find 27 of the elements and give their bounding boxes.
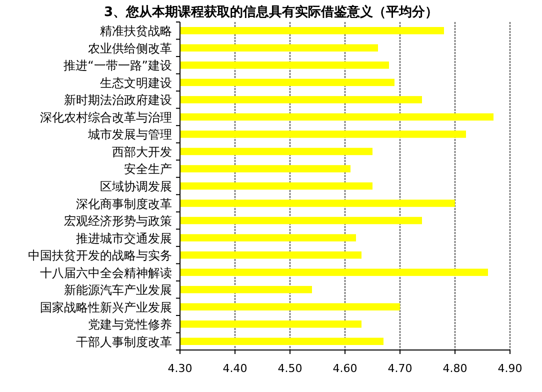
y-tick-label: 新时期法治政府建设 (64, 93, 172, 108)
x-tick-label: 4.30 (168, 362, 192, 375)
y-tick-label: 推进“一带一路”建设 (64, 58, 172, 73)
y-tick-label: 推进城市交通发展 (76, 231, 172, 246)
y-tick-label: 中国扶贫开发的战略与实务 (28, 248, 172, 263)
y-tick-label: 精准扶贫战略 (100, 24, 172, 38)
x-tick-label: 4.80 (442, 362, 468, 375)
y-tick-label: 干部人事制度改革 (76, 334, 172, 349)
y-tick-label: 宏观经济形势与政策 (64, 214, 172, 228)
y-tick-label: 党建与党性修养 (88, 318, 172, 332)
y-tick-label: 西部大开发 (112, 144, 172, 159)
x-tick-label: 4.40 (222, 362, 248, 375)
y-tick-label: 区域协调发展 (100, 180, 172, 194)
x-tick-label: 4.90 (498, 362, 522, 375)
y-tick-label: 十八届六中全会精神解读 (40, 266, 172, 280)
x-tick-label: 4.60 (332, 362, 358, 375)
x-tick-label: 4.50 (278, 362, 302, 375)
y-tick-label: 安全生产 (124, 162, 172, 176)
y-tick-label: 生态文明建设 (100, 76, 172, 90)
y-tick-label: 深化商事制度改革 (76, 196, 172, 211)
chart-title: 3、您从本期课程获取的信息具有实际借鉴意义（平均分） (104, 4, 438, 20)
y-tick-label: 城市发展与管理 (87, 128, 172, 142)
y-tick-label: 深化农村综合改革与治理 (40, 110, 172, 124)
y-tick-label: 新能源汽车产业发展 (64, 283, 172, 298)
x-tick-label: 4.70 (388, 362, 412, 375)
y-tick-label: 农业供给侧改革 (88, 41, 172, 56)
y-tick-label: 国家战略性新兴产业发展 (40, 300, 172, 314)
